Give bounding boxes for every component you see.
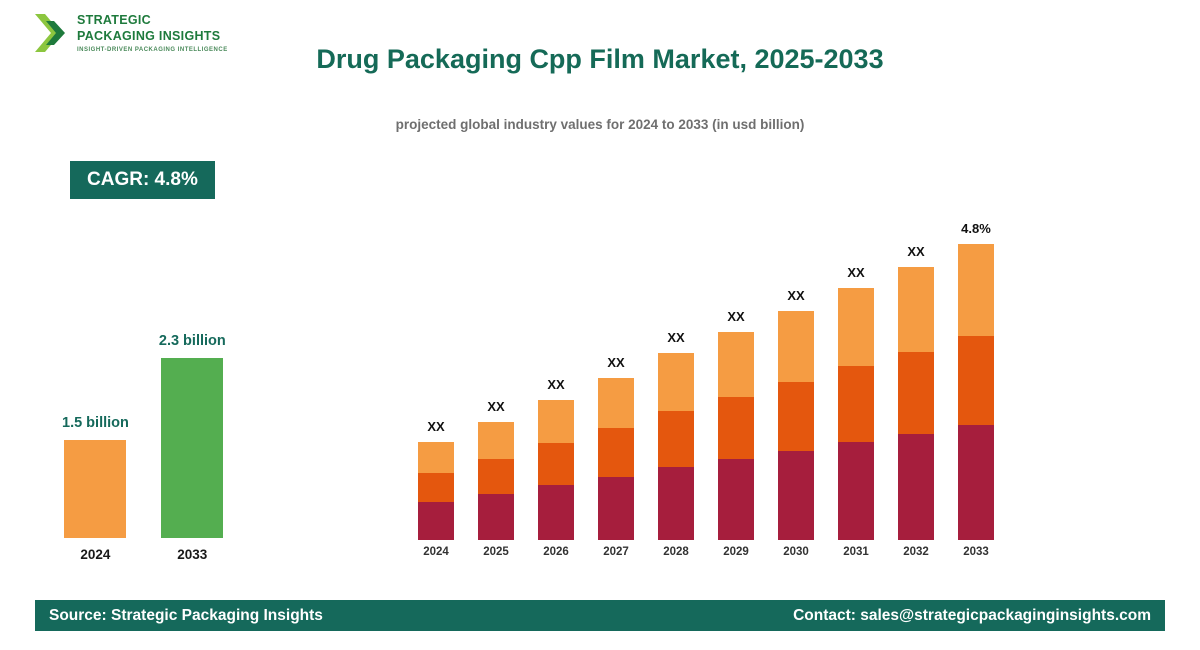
stacked-bar	[538, 400, 574, 540]
side-bar	[64, 440, 127, 538]
bar-value-label: XX	[547, 377, 565, 392]
x-axis-year-label: 2032	[903, 546, 929, 558]
bar-segment-middle-segment	[778, 382, 814, 451]
bar-value-label: XX	[847, 265, 865, 280]
bar-segment-middle-segment	[478, 459, 514, 494]
bar-segment-bottom-segment	[898, 434, 934, 540]
bar-segment-bottom-segment	[418, 502, 454, 540]
x-axis-year-label: 2029	[723, 546, 749, 558]
bar-column: XX 2026	[538, 377, 574, 558]
side-bar-value-label: 2.3 billion	[158, 333, 226, 349]
bar-segment-bottom-segment	[718, 459, 754, 540]
chevron-logo-icon	[35, 14, 65, 52]
side-bar-value-label: 1.5 billion	[62, 415, 129, 431]
brand-logo: STRATEGIC PACKAGING INSIGHTS INSIGHT-DRI…	[35, 12, 228, 54]
bar-segment-top-segment	[538, 400, 574, 443]
bar-segment-bottom-segment	[538, 485, 574, 540]
x-axis-year-label: 2028	[663, 546, 689, 558]
cagr-badge: CAGR: 4.8%	[70, 161, 215, 199]
bar-column: XX 2031	[838, 265, 874, 558]
stacked-bar	[898, 267, 934, 540]
page-subtitle: projected global industry values for 202…	[395, 117, 805, 132]
stacked-bar	[778, 311, 814, 540]
bar-segment-middle-segment	[838, 366, 874, 442]
x-axis-year-label: 2027	[603, 546, 629, 558]
side-bar	[161, 358, 224, 538]
footer-source: Source: Strategic Packaging Insights	[49, 606, 323, 624]
stacked-bar	[958, 244, 994, 540]
bar-segment-top-segment	[958, 244, 994, 336]
bar-segment-top-segment	[838, 288, 874, 366]
footer-bar: Source: Strategic Packaging Insights Con…	[35, 600, 1165, 631]
side-bar-year-label: 2033	[177, 547, 208, 562]
bar-column: XX 2027	[598, 355, 634, 558]
x-axis-year-label: 2025	[483, 546, 509, 558]
side-comparison-chart: 1.5 billion 2024 2.3 billion 2033	[62, 333, 226, 562]
side-bar-year-label: 2024	[80, 547, 111, 562]
bar-segment-bottom-segment	[478, 494, 514, 540]
stacked-bar	[658, 353, 694, 540]
bar-segment-top-segment	[778, 311, 814, 382]
bar-value-label: 4.8%	[961, 221, 991, 236]
stacked-bar	[838, 288, 874, 540]
bar-segment-top-segment	[898, 267, 934, 352]
page-title: Drug Packaging Cpp Film Market, 2025-203…	[316, 44, 884, 74]
bar-segment-bottom-segment	[958, 425, 994, 540]
bar-column: XX 2029	[718, 309, 754, 558]
bar-segment-middle-segment	[958, 336, 994, 425]
bar-column: 4.8% 2033	[958, 221, 994, 558]
brand-tagline: INSIGHT-DRIVEN PACKAGING INTELLIGENCE	[77, 47, 228, 54]
bar-segment-bottom-segment	[598, 477, 634, 540]
stacked-bar	[418, 442, 454, 540]
stacked-bar-chart: XX 2024 XX 2025 XX 2026 XX 2027 XX 2028 XX 2029 XX 20…	[418, 221, 994, 558]
bar-segment-middle-segment	[898, 352, 934, 434]
x-axis-year-label: 2030	[783, 546, 809, 558]
bar-segment-top-segment	[598, 378, 634, 428]
bar-segment-top-segment	[658, 353, 694, 411]
bar-value-label: XX	[727, 309, 745, 324]
bar-value-label: XX	[487, 399, 505, 414]
bar-segment-middle-segment	[538, 443, 574, 485]
bar-value-label: XX	[787, 288, 805, 303]
side-bar-column: 1.5 billion 2024	[62, 415, 129, 562]
bar-column: XX 2028	[658, 330, 694, 558]
bar-segment-top-segment	[718, 332, 754, 397]
stacked-bar	[598, 378, 634, 540]
bar-column: XX 2030	[778, 288, 814, 558]
bar-value-label: XX	[607, 355, 625, 370]
x-axis-year-label: 2026	[543, 546, 569, 558]
bar-segment-middle-segment	[658, 411, 694, 467]
x-axis-year-label: 2033	[963, 546, 989, 558]
side-bar-column: 2.3 billion 2033	[159, 333, 226, 562]
brand-name-line2: PACKAGING INSIGHTS	[77, 28, 221, 43]
brand-name-line1: STRATEGIC	[77, 12, 151, 27]
bar-segment-bottom-segment	[838, 442, 874, 540]
stacked-bar	[478, 422, 514, 540]
bar-segment-bottom-segment	[658, 467, 694, 540]
bar-segment-middle-segment	[598, 428, 634, 477]
bar-value-label: XX	[427, 419, 445, 434]
bar-segment-bottom-segment	[778, 451, 814, 540]
bar-segment-top-segment	[478, 422, 514, 459]
x-axis-year-label: 2024	[423, 546, 449, 558]
stacked-bar	[718, 332, 754, 540]
bar-column: XX 2025	[478, 399, 514, 558]
bar-value-label: XX	[907, 244, 925, 259]
bar-value-label: XX	[667, 330, 685, 345]
x-axis-year-label: 2031	[843, 546, 869, 558]
bar-column: XX 2032	[898, 244, 934, 558]
bar-segment-top-segment	[418, 442, 454, 473]
bar-segment-middle-segment	[418, 473, 454, 502]
bar-column: XX 2024	[418, 419, 454, 558]
bar-segment-middle-segment	[718, 397, 754, 459]
footer-contact: Contact: sales@strategicpackaginginsight…	[793, 606, 1151, 624]
